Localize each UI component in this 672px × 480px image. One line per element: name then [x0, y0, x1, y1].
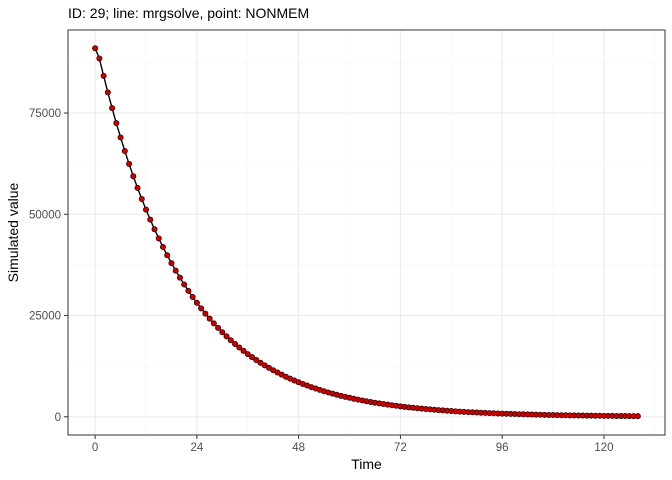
y-axis-title: Simulated value [5, 182, 21, 282]
data-point [147, 216, 154, 223]
data-point [134, 184, 141, 191]
data-point [634, 413, 641, 420]
data-point [151, 226, 158, 233]
y-tick-label: 50000 [29, 209, 61, 221]
data-point [189, 293, 196, 300]
data-point [155, 235, 162, 242]
data-point [176, 274, 183, 281]
data-point [168, 260, 175, 267]
x-tick-label: 48 [292, 442, 305, 454]
x-tick-label: 24 [190, 442, 203, 454]
plot-panel [68, 30, 665, 435]
data-point [117, 134, 124, 141]
data-point [143, 206, 150, 213]
data-point [113, 120, 120, 127]
data-point [92, 45, 99, 52]
y-tick-label: 75000 [29, 108, 61, 120]
data-point [181, 281, 188, 288]
data-point [227, 337, 234, 344]
data-point [215, 324, 222, 331]
major-gridlines [68, 30, 665, 435]
x-tick-label: 0 [92, 442, 98, 454]
x-tick-label: 120 [594, 442, 613, 454]
data-point [240, 347, 247, 354]
data-point [100, 72, 107, 79]
data-point [232, 340, 239, 347]
x-tick-label: 72 [394, 442, 407, 454]
x-tick-label: 96 [496, 442, 509, 454]
data-point [193, 299, 200, 306]
chart-title: ID: 29; line: mrgsolve, point: NONMEM [68, 5, 309, 21]
x-axis-ticks: 0 24 48 72 96 120 [92, 435, 614, 454]
data-point [164, 252, 171, 259]
data-point [109, 105, 116, 112]
data-point [257, 359, 264, 366]
y-tick-label: 25000 [29, 311, 61, 323]
data-point [159, 244, 166, 251]
data-point [253, 357, 260, 364]
data-point [172, 267, 179, 274]
x-axis-title: Time [351, 456, 382, 472]
data-point [223, 333, 230, 340]
data-point [126, 160, 133, 167]
data-point [121, 148, 128, 155]
panel-border [67, 29, 666, 436]
y-tick-label: 0 [55, 412, 61, 424]
data-point [138, 196, 145, 203]
nonmem-points [92, 45, 641, 420]
data-point [96, 55, 103, 62]
data-point [210, 320, 217, 327]
data-point [198, 305, 205, 312]
data-point [202, 310, 209, 317]
data-point [236, 344, 243, 351]
data-point [244, 351, 251, 358]
data-point [206, 315, 213, 322]
data-point [219, 329, 226, 336]
minor-gridlines [68, 30, 665, 435]
data-point [104, 89, 111, 96]
y-axis-ticks: 0 25000 50000 75000 [29, 108, 68, 424]
data-point [249, 354, 256, 361]
data-point [130, 173, 137, 180]
data-point [185, 287, 192, 294]
